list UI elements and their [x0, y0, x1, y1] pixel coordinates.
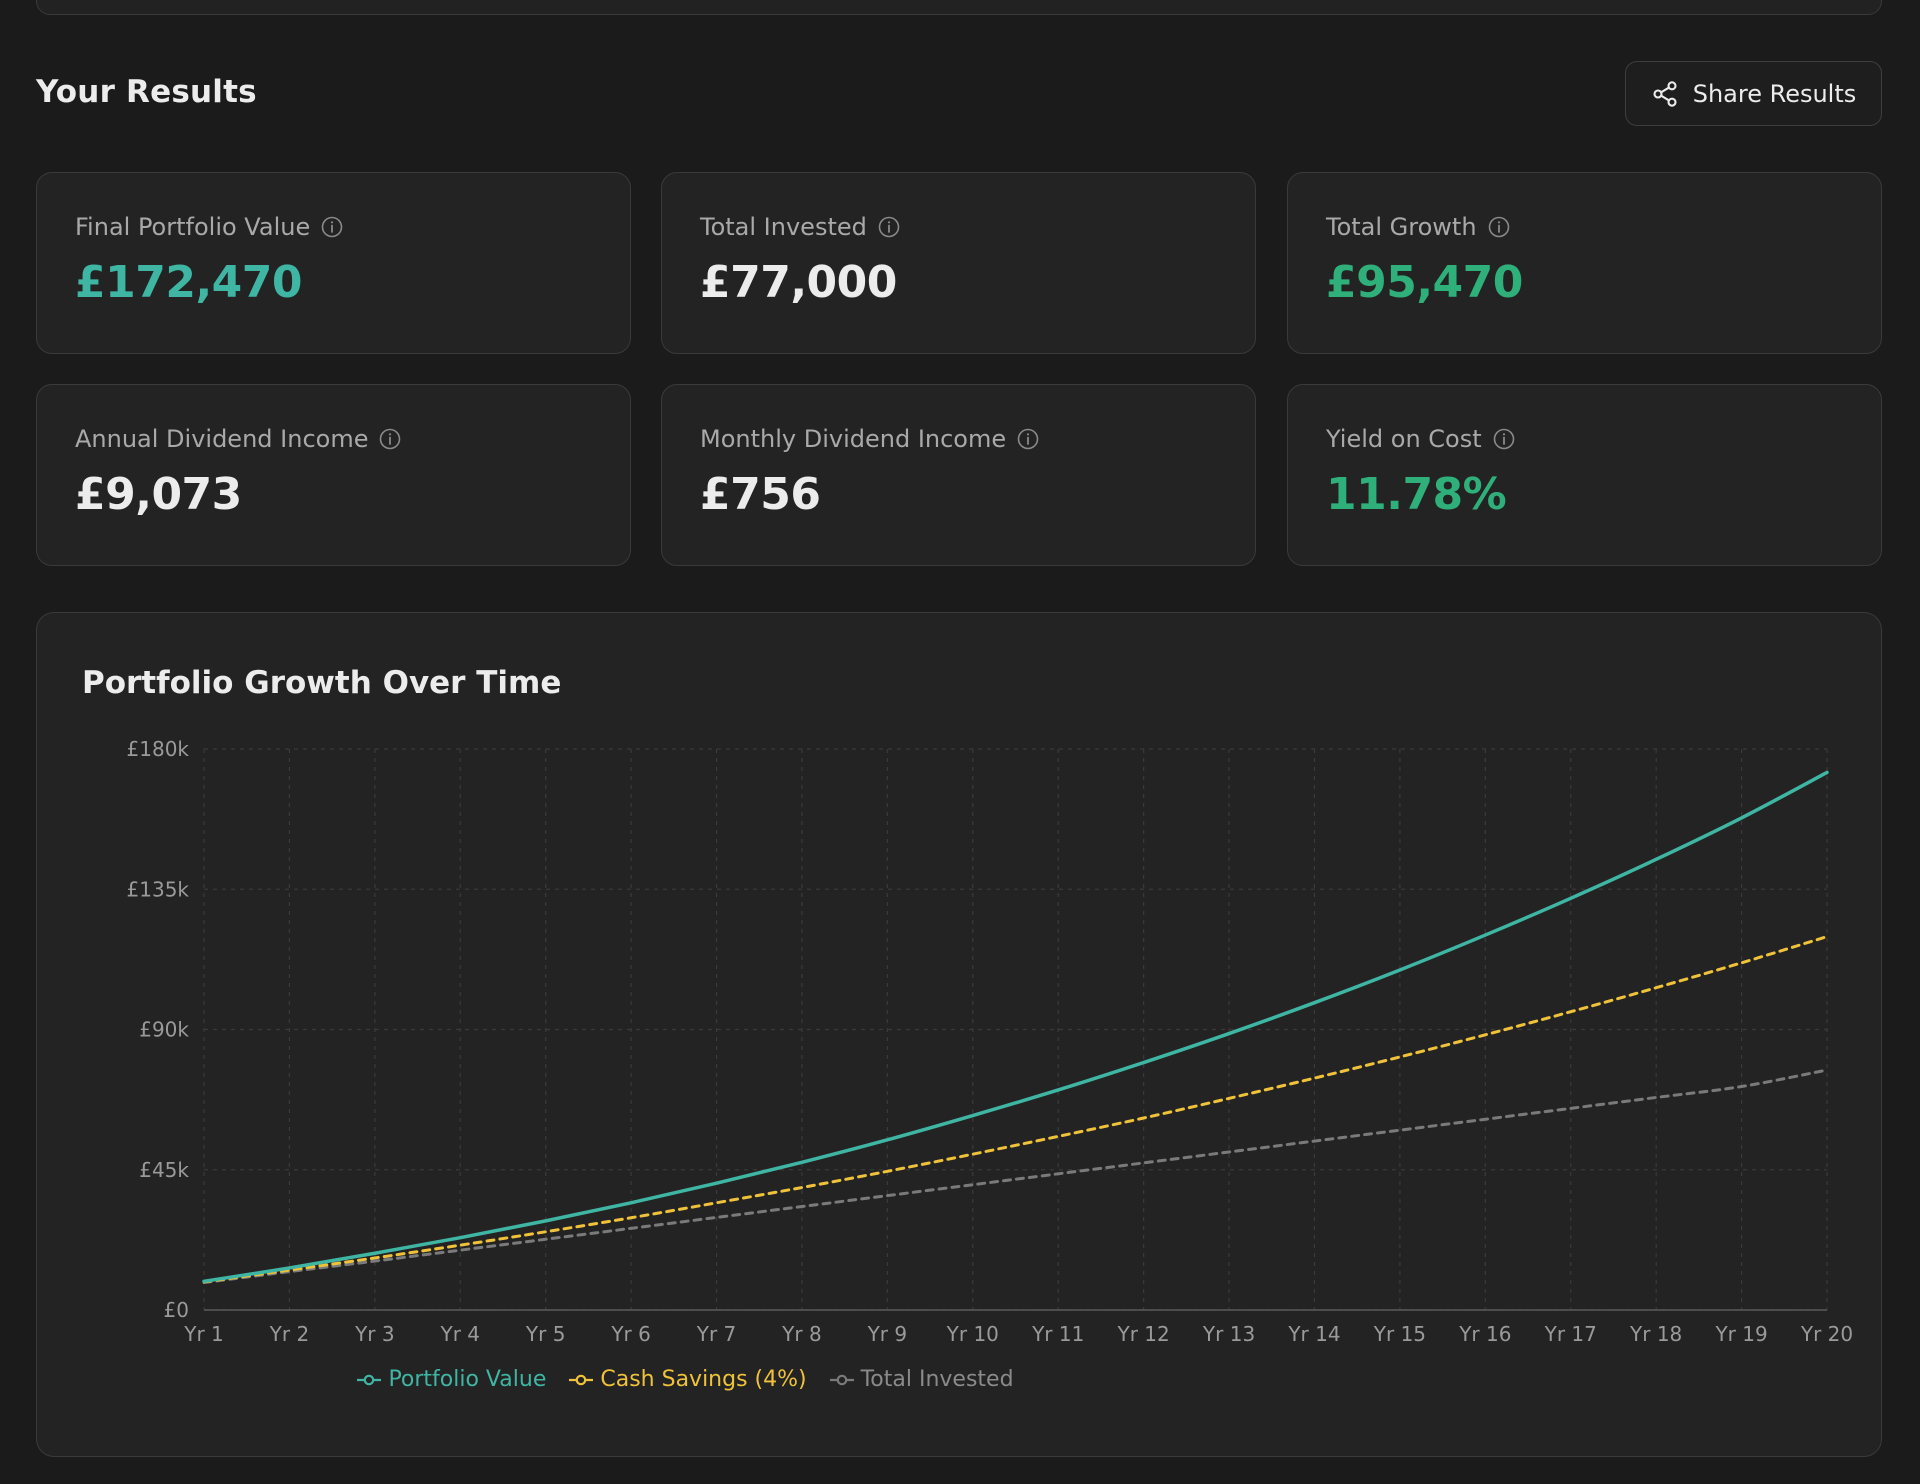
x-tick-label: Yr 12 [1117, 1322, 1170, 1346]
x-tick-label: Yr 15 [1373, 1322, 1426, 1346]
info-icon[interactable] [378, 427, 402, 451]
card-value: £77,000 [700, 257, 897, 308]
card-label: Monthly Dividend Income [700, 425, 1255, 453]
x-tick-label: Yr 1 [183, 1322, 224, 1346]
yield-on-cost-card: Yield on Cost 11.78% [1287, 384, 1882, 566]
x-tick-label: Yr 4 [439, 1322, 480, 1346]
x-tick-label: Yr 3 [354, 1322, 395, 1346]
chart-title: Portfolio Growth Over Time [82, 665, 562, 701]
x-tick-label: Yr 7 [696, 1322, 737, 1346]
card-label: Total Invested [700, 213, 1255, 241]
x-tick-label: Yr 6 [610, 1322, 651, 1346]
card-value: £95,470 [1326, 257, 1523, 308]
x-tick-label: Yr 14 [1287, 1322, 1340, 1346]
x-tick-label: Yr 10 [946, 1322, 999, 1346]
share-results-button[interactable]: Share Results [1625, 61, 1882, 126]
card-label-text: Monthly Dividend Income [700, 425, 1007, 453]
card-value: £172,470 [75, 257, 303, 308]
chart-legend: Portfolio Value Cash Savings (4%) Total In… [37, 1367, 1333, 1392]
x-tick-label: Yr 5 [525, 1322, 566, 1346]
total-growth-card: Total Growth £95,470 [1287, 172, 1882, 354]
legend-line-icon [829, 1374, 854, 1385]
x-tick-label: Yr 8 [781, 1322, 822, 1346]
x-tick-label: Yr 17 [1544, 1322, 1597, 1346]
legend-label: Cash Savings (4%) [600, 1367, 807, 1392]
info-icon[interactable] [877, 215, 901, 239]
info-icon[interactable] [320, 215, 344, 239]
x-tick-label: Yr 16 [1458, 1322, 1511, 1346]
y-tick-label: £90k [139, 1018, 189, 1042]
card-label: Yield on Cost [1326, 425, 1881, 453]
card-value: £9,073 [75, 469, 242, 520]
previous-section-card [36, 0, 1882, 15]
portfolio-growth-chart: £0 £45k £90k £135k £180k Yr 1 Yr 2 Yr 3 Yr 4 Yr 5… [127, 737, 1854, 1346]
x-tick-label: Yr 13 [1202, 1322, 1255, 1346]
chart-grid [203, 748, 1828, 1311]
card-label-text: Annual Dividend Income [75, 425, 369, 453]
y-tick-label: £0 [164, 1298, 189, 1322]
info-icon[interactable] [1487, 215, 1511, 239]
portfolio-value-line [202, 770, 1829, 1284]
x-tick-label: Yr 18 [1629, 1322, 1682, 1346]
final-portfolio-value-card: Final Portfolio Value £172,470 [36, 172, 631, 354]
x-tick-label: Yr 19 [1714, 1322, 1767, 1346]
info-icon[interactable] [1016, 427, 1040, 451]
legend-line-icon [357, 1374, 382, 1385]
info-icon[interactable] [1492, 427, 1516, 451]
share-icon [1653, 80, 1677, 107]
legend-label: Total Invested [860, 1367, 1014, 1392]
card-label-text: Final Portfolio Value [75, 213, 311, 241]
x-tick-label: Yr 20 [1800, 1322, 1853, 1346]
legend-item-portfolio-value[interactable]: Portfolio Value [356, 1367, 546, 1392]
y-tick-label: £180k [127, 737, 190, 761]
x-tick-label: Yr 9 [867, 1322, 908, 1346]
y-tick-label: £135k [127, 877, 190, 901]
card-value: 11.78% [1326, 469, 1507, 520]
portfolio-growth-chart-card: Portfolio Growth Over Time £0 £45k £90k £13… [36, 612, 1882, 1457]
card-label-text: Total Growth [1326, 213, 1477, 241]
card-value: £756 [700, 469, 821, 520]
legend-line-icon [569, 1374, 594, 1385]
results-title: Your Results [36, 74, 257, 110]
cash-savings-4-line [202, 935, 1829, 1284]
card-label: Annual Dividend Income [75, 425, 630, 453]
y-tick-label: £45k [139, 1158, 189, 1182]
x-tick-label: Yr 11 [1031, 1322, 1084, 1346]
card-label: Total Growth [1326, 213, 1881, 241]
total-invested-card: Total Invested £77,000 [661, 172, 1256, 354]
card-label-text: Yield on Cost [1326, 425, 1482, 453]
share-results-label: Share Results [1692, 79, 1857, 108]
legend-item-total-invested[interactable]: Total Invested [829, 1367, 1014, 1392]
card-label-text: Total Invested [700, 213, 867, 241]
card-label: Final Portfolio Value [75, 213, 630, 241]
monthly-dividend-income-card: Monthly Dividend Income £756 [661, 384, 1256, 566]
total-invested-line [202, 1068, 1829, 1285]
annual-dividend-income-card: Annual Dividend Income £9,073 [36, 384, 631, 566]
legend-label: Portfolio Value [388, 1367, 547, 1392]
legend-item-cash-savings-4[interactable]: Cash Savings (4%) [568, 1367, 807, 1392]
x-tick-label: Yr 2 [269, 1322, 310, 1346]
